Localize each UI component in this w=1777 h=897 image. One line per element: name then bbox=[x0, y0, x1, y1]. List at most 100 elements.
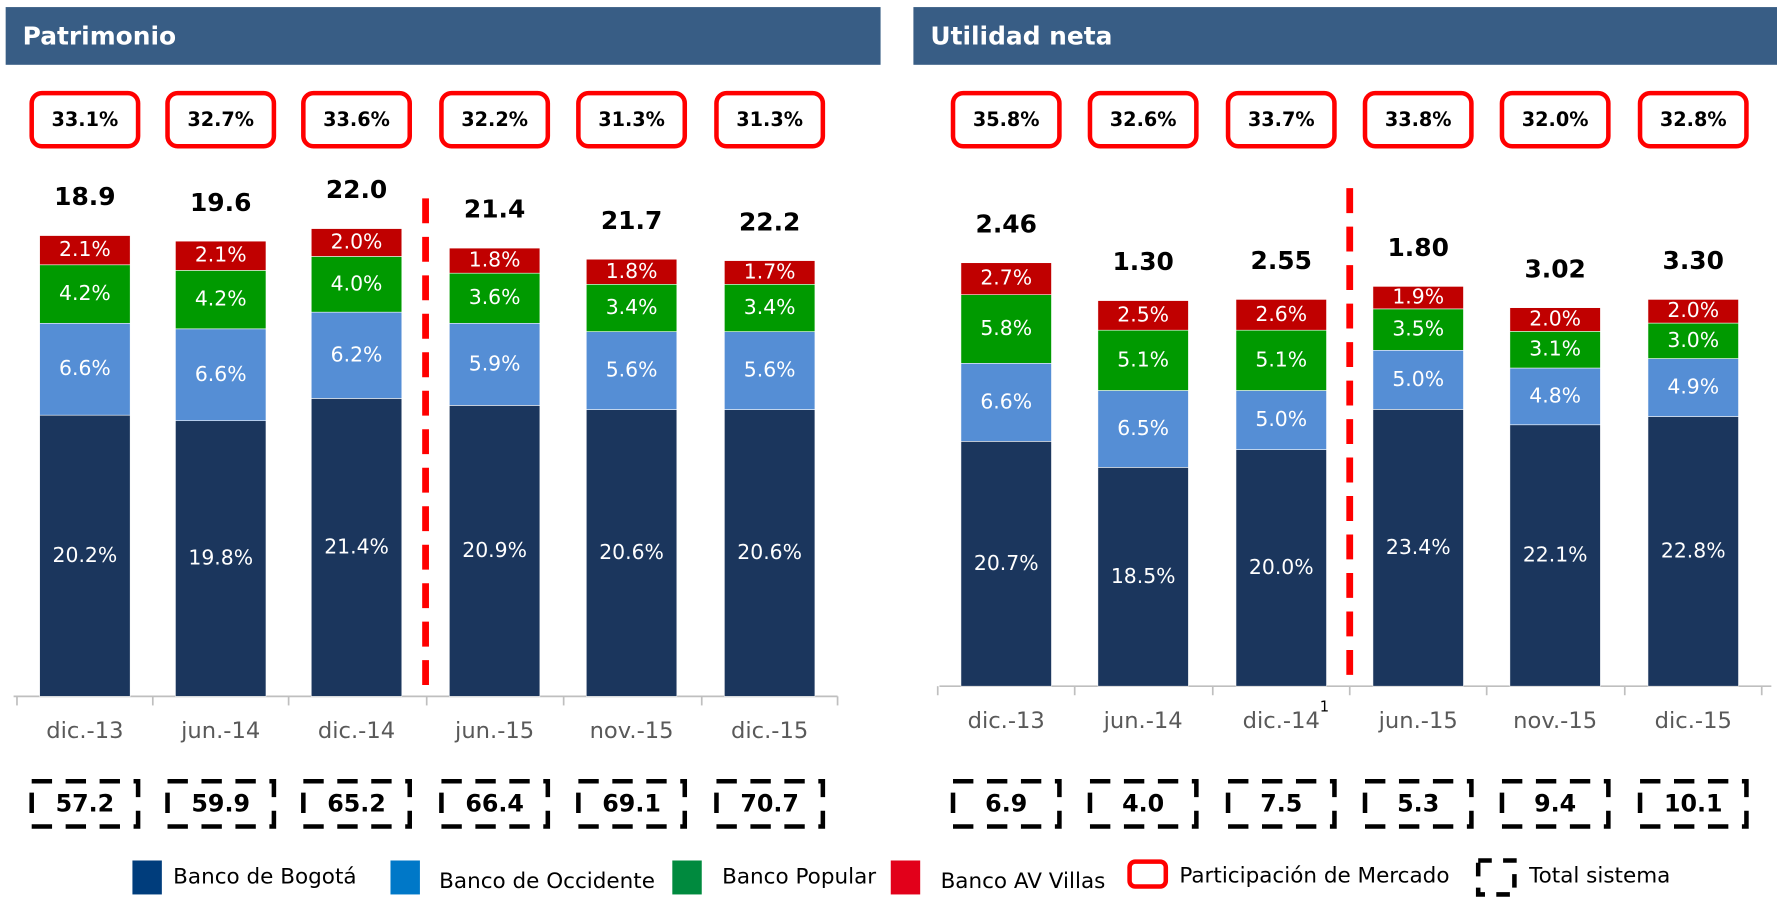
system-total-label: 6.9 bbox=[985, 790, 1027, 818]
bar-segment bbox=[39, 414, 131, 697]
segment-label: 3.4% bbox=[744, 295, 796, 319]
bar-segment bbox=[1647, 358, 1739, 417]
segment-label: 20.6% bbox=[737, 540, 802, 564]
bar-total: 3.30 bbox=[1663, 246, 1724, 275]
chart-title: Patrimonio bbox=[23, 22, 176, 51]
x-tick-label: dic.-13 bbox=[968, 708, 1045, 734]
system-total-box bbox=[576, 778, 688, 829]
segment-label: 5.9% bbox=[469, 351, 521, 375]
market-share-box bbox=[714, 90, 826, 149]
legend-market-share-icon bbox=[1127, 859, 1169, 889]
segment-label: 3.5% bbox=[1392, 317, 1444, 341]
segment-label: 5.0% bbox=[1392, 367, 1444, 391]
market-share-box bbox=[165, 90, 277, 149]
bar-segment bbox=[1509, 424, 1601, 687]
segment-label: 5.6% bbox=[744, 358, 796, 382]
bar-segment bbox=[449, 405, 541, 697]
segment-label: 19.8% bbox=[188, 546, 253, 570]
segment-label: 20.9% bbox=[462, 538, 527, 562]
legend-label: Total sistema bbox=[1528, 863, 1670, 888]
segment-label: 23.4% bbox=[1386, 535, 1451, 559]
segment-label: 1.8% bbox=[606, 259, 658, 283]
bar-segment bbox=[1097, 467, 1189, 687]
segment-label: 3.1% bbox=[1529, 337, 1581, 361]
bar-segment bbox=[449, 322, 541, 406]
bar-segment bbox=[310, 398, 403, 697]
market-share-label: 32.7% bbox=[187, 108, 254, 131]
legend-label: Banco de Bogotá bbox=[173, 864, 356, 889]
bar-segment bbox=[1097, 390, 1189, 468]
system-total-label: 57.2 bbox=[56, 790, 115, 818]
bar-segment bbox=[1097, 329, 1189, 391]
system-total-label: 4.0 bbox=[1122, 790, 1164, 818]
market-share-label: 32.8% bbox=[1660, 108, 1727, 131]
segment-label: 2.1% bbox=[195, 243, 247, 267]
legend-swatch bbox=[672, 860, 702, 895]
bar-segment bbox=[586, 409, 678, 697]
bar-total: 3.02 bbox=[1524, 254, 1585, 283]
chart-title: Utilidad neta bbox=[930, 22, 1112, 51]
market-share-box bbox=[576, 90, 688, 149]
bar-segment bbox=[960, 363, 1052, 442]
bar-segment bbox=[1235, 329, 1327, 391]
system-total-label: 7.5 bbox=[1260, 790, 1302, 818]
system-total-label: 66.4 bbox=[465, 790, 524, 818]
market-share-box bbox=[29, 90, 141, 149]
bar-segment bbox=[39, 322, 131, 416]
system-total-box bbox=[301, 778, 412, 829]
market-share-box bbox=[1087, 90, 1199, 149]
system-total-box bbox=[1637, 778, 1749, 829]
legend-swatch bbox=[390, 860, 420, 895]
x-tick-label: dic.-13 bbox=[46, 718, 123, 744]
segment-label: 1.7% bbox=[744, 259, 796, 283]
x-tick-label: dic.-15 bbox=[1655, 708, 1732, 734]
bar-total: 19.6 bbox=[190, 188, 251, 217]
bar-total: 22.2 bbox=[739, 207, 800, 236]
bar-total: 21.4 bbox=[464, 195, 525, 224]
system-total-box bbox=[950, 778, 1062, 829]
market-share-label: 31.3% bbox=[736, 108, 803, 131]
bar-total: 21.7 bbox=[601, 206, 662, 235]
bar-segment bbox=[449, 272, 541, 324]
segment-label: 2.1% bbox=[59, 237, 111, 261]
x-tick-label: nov.-15 bbox=[1513, 708, 1597, 734]
panel-header bbox=[913, 7, 1777, 65]
segment-label: 22.8% bbox=[1661, 538, 1726, 562]
system-total-label: 59.9 bbox=[191, 790, 250, 818]
bar-total: 1.30 bbox=[1112, 247, 1173, 276]
segment-label: 4.2% bbox=[59, 281, 111, 305]
x-tick-label: dic.-14 bbox=[318, 718, 395, 744]
bar-segment bbox=[1647, 322, 1739, 359]
system-total-label: 10.1 bbox=[1664, 790, 1723, 818]
bar-segment bbox=[310, 228, 403, 257]
system-total-label: 70.7 bbox=[740, 790, 799, 818]
segment-label: 20.7% bbox=[974, 551, 1039, 575]
segment-label: 4.2% bbox=[195, 287, 247, 311]
market-share-label: 32.2% bbox=[461, 108, 528, 131]
bar-segment bbox=[724, 260, 816, 285]
bar-segment bbox=[175, 420, 267, 697]
market-share-label: 32.6% bbox=[1110, 108, 1177, 131]
segment-label: 21.4% bbox=[324, 534, 389, 558]
segment-label: 6.6% bbox=[980, 389, 1032, 413]
bar-segment bbox=[724, 284, 816, 332]
system-total-label: 9.4 bbox=[1534, 790, 1576, 818]
market-share-label: 33.8% bbox=[1385, 108, 1452, 131]
segment-label: 20.2% bbox=[53, 543, 118, 567]
segment-label: 5.0% bbox=[1255, 407, 1307, 431]
system-total-label: 65.2 bbox=[327, 790, 386, 818]
bar-segment bbox=[1372, 409, 1464, 687]
legend-total-icon bbox=[1475, 858, 1517, 897]
bar-segment bbox=[1235, 299, 1327, 331]
x-tick-label: nov.-15 bbox=[590, 718, 674, 744]
bar-segment bbox=[1647, 299, 1739, 324]
segment-label: 18.5% bbox=[1111, 564, 1176, 588]
bar-segment bbox=[586, 331, 678, 410]
segment-label: 5.1% bbox=[1255, 347, 1307, 371]
market-share-box bbox=[1362, 90, 1474, 149]
bar-segment bbox=[39, 235, 131, 266]
bar-segment bbox=[724, 331, 816, 410]
legend-label: Banco de Occidente bbox=[439, 869, 655, 894]
